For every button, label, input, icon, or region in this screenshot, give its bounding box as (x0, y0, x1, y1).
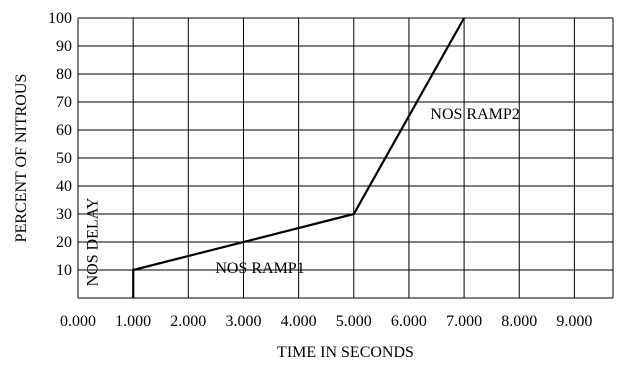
annotation-nos-ramp1: NOS RAMP1 (215, 260, 304, 277)
y-tick-label: 40 (56, 178, 72, 195)
x-tick-label: 2.000 (170, 313, 206, 330)
y-tick-label: 100 (48, 10, 72, 27)
annotations: NOS DELAY NOS RAMP1 NOS RAMP2 (84, 106, 519, 287)
y-tick-label: 20 (56, 234, 72, 251)
x-tick-label: 8.000 (501, 313, 537, 330)
annotation-nos-delay: NOS DELAY (84, 197, 101, 286)
y-tick-label: 30 (56, 206, 72, 223)
y-axis-title: PERCENT OF NITROUS (13, 74, 30, 243)
grid (77, 17, 614, 299)
x-tick-label: 9.000 (556, 313, 592, 330)
x-tick-labels: 0.000 1.000 2.000 3.000 4.000 5.000 6.000 7.000… (60, 313, 592, 330)
x-tick-label: 7.000 (446, 313, 482, 330)
x-tick-label: 4.000 (281, 313, 317, 330)
y-tick-label: 90 (56, 38, 72, 55)
y-tick-label: 60 (56, 122, 72, 139)
x-tick-label: 1.000 (115, 313, 151, 330)
series-layer (132, 17, 466, 298)
series-line (132, 17, 466, 298)
y-tick-label: 80 (56, 66, 72, 83)
y-tick-labels: 10 20 30 40 50 60 70 80 90 100 (48, 10, 72, 279)
y-tick-label: 70 (56, 94, 72, 111)
x-tick-label: 6.000 (391, 313, 427, 330)
y-tick-label: 10 (56, 262, 72, 279)
annotation-nos-ramp2: NOS RAMP2 (430, 106, 519, 123)
x-tick-label: 3.000 (225, 313, 261, 330)
y-tick-label: 50 (56, 150, 72, 167)
x-tick-label: 0.000 (60, 313, 96, 330)
x-axis-title: TIME IN SECONDS (277, 344, 414, 361)
x-tick-label: 5.000 (336, 313, 372, 330)
